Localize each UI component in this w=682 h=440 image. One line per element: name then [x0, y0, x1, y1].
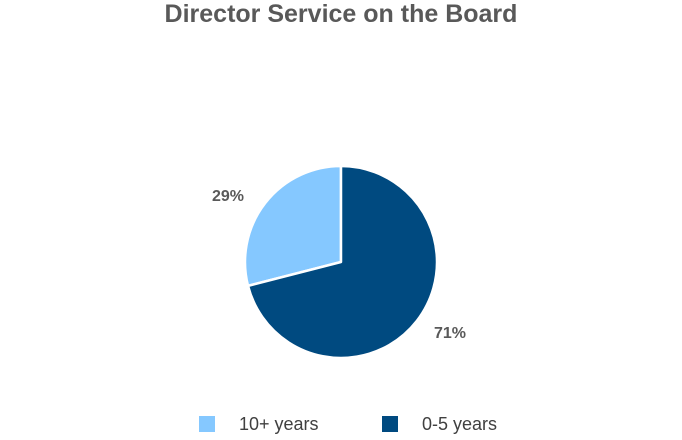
chart-title: Director Service on the Board: [164, 0, 518, 28]
legend-label-10-plus-years: 10+ years: [239, 414, 319, 434]
data-label-0-5-years: 71%: [434, 325, 466, 342]
legend-item-10-plus-years: 10+ years: [199, 412, 319, 436]
data-label-10-years: 29%: [212, 188, 244, 205]
legend-label-0-5-years: 0-5 years: [422, 414, 498, 434]
pie-slice-10-years: [243, 164, 343, 288]
legend-swatch-10-plus-years: [199, 416, 215, 432]
legend-item-0-5-years: 0-5 years: [382, 412, 497, 436]
pie-chart: 29% 71%: [212, 164, 466, 360]
legend-swatch-0-5-years: [382, 416, 398, 432]
legend: 10+ years 0-5 years: [0, 412, 682, 436]
pie-slice-0-5-years: [246, 164, 439, 360]
